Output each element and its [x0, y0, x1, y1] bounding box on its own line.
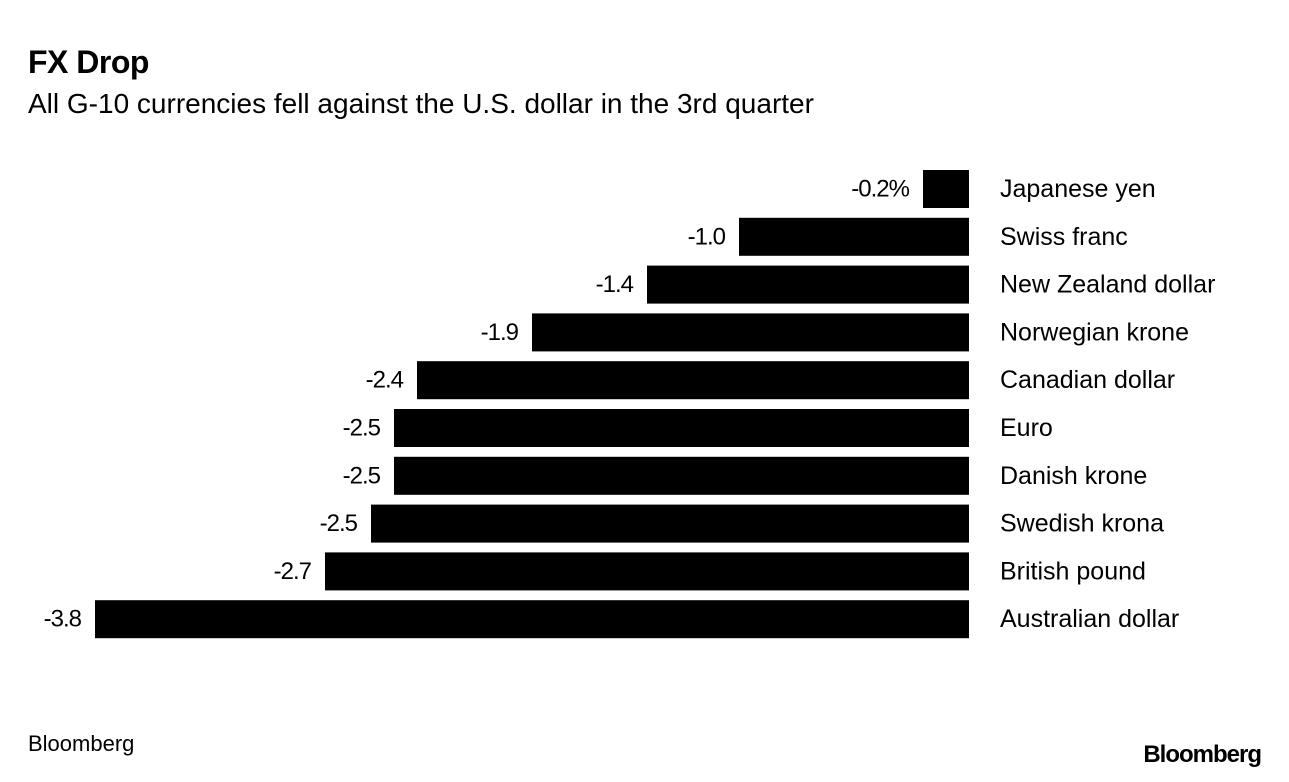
category-label-swedish-krona: Swedish krona	[1000, 510, 1164, 538]
bar-norwegian-krone	[532, 313, 969, 352]
value-label-swiss-franc: -1.0	[688, 223, 726, 250]
chart-title: FX Drop	[28, 44, 149, 80]
bar-swiss-franc	[739, 217, 969, 256]
value-label-canadian-dollar: -2.4	[366, 367, 404, 394]
category-label-swiss-franc: Swiss franc	[1000, 223, 1128, 251]
category-label-japanese-yen: Japanese yen	[1000, 175, 1156, 203]
category-label-danish-krone: Danish krone	[1000, 462, 1147, 490]
category-label-euro: Euro	[1000, 414, 1053, 442]
bloomberg-logo: Bloomberg	[1143, 741, 1262, 768]
bar-danish-krone	[394, 456, 969, 495]
bar-swedish-krona	[371, 504, 969, 543]
source-label: Bloomberg	[28, 731, 135, 756]
value-label-swedish-krona: -2.5	[320, 510, 358, 537]
value-label-danish-krone: -2.5	[343, 462, 381, 489]
chart-subtitle: All G-10 currencies fell against the U.S…	[28, 88, 814, 119]
value-label-japanese-yen: -0.2%	[851, 176, 909, 203]
value-label-british-pound: -2.7	[274, 558, 312, 585]
category-label-australian-dollar: Australian dollar	[1000, 605, 1179, 633]
category-label-new-zealand-dollar: New Zealand dollar	[1000, 271, 1215, 299]
value-label-norwegian-krone: -1.9	[481, 319, 519, 346]
value-label-euro: -2.5	[343, 415, 381, 442]
bar-australian-dollar	[95, 600, 969, 639]
bar-canadian-dollar	[417, 361, 969, 400]
bar-euro	[394, 409, 969, 447]
bar-japanese-yen	[923, 170, 969, 208]
bar-british-pound	[325, 552, 969, 591]
value-label-australian-dollar: -3.8	[44, 606, 82, 633]
category-label-british-pound: British pound	[1000, 557, 1146, 585]
bar-new-zealand-dollar	[647, 265, 969, 304]
value-label-new-zealand-dollar: -1.4	[596, 271, 634, 298]
category-label-canadian-dollar: Canadian dollar	[1000, 366, 1175, 394]
category-label-norwegian-krone: Norwegian krone	[1000, 318, 1189, 346]
